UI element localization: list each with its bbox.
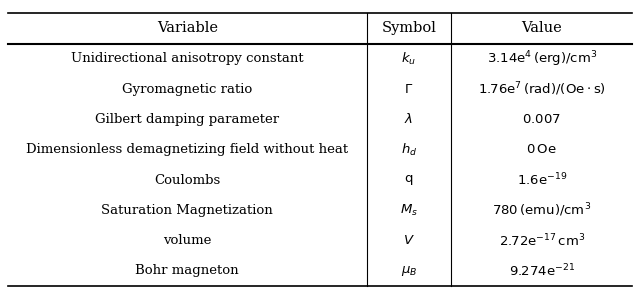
Text: $\mu_B$: $\mu_B$ (401, 264, 417, 278)
Text: $V$: $V$ (403, 234, 415, 247)
Text: Bohr magneton: Bohr magneton (136, 265, 239, 278)
Text: Dimensionless demagnetizing field without heat: Dimensionless demagnetizing field withou… (26, 143, 348, 156)
Text: $2.72\mathrm{e}^{-17}\,\mathrm{cm}^3$: $2.72\mathrm{e}^{-17}\,\mathrm{cm}^3$ (499, 232, 585, 249)
Text: volume: volume (163, 234, 211, 247)
Text: $k_u$: $k_u$ (401, 51, 417, 67)
Text: Saturation Magnetization: Saturation Magnetization (101, 204, 273, 217)
Text: Variable: Variable (157, 22, 218, 35)
Text: $h_d$: $h_d$ (401, 142, 417, 158)
Text: Gilbert damping parameter: Gilbert damping parameter (95, 113, 279, 126)
Text: $1.6\mathrm{e}^{-19}$: $1.6\mathrm{e}^{-19}$ (516, 172, 567, 188)
Text: $\lambda$: $\lambda$ (404, 112, 413, 126)
Text: Unidirectional anisotropy constant: Unidirectional anisotropy constant (71, 52, 303, 65)
Text: $9.274\mathrm{e}^{-21}$: $9.274\mathrm{e}^{-21}$ (509, 263, 575, 279)
Text: $780\,(\mathrm{emu})/\mathrm{cm}^3$: $780\,(\mathrm{emu})/\mathrm{cm}^3$ (492, 201, 591, 219)
Text: $0.007$: $0.007$ (522, 113, 561, 126)
Text: Symbol: Symbol (381, 22, 436, 35)
Text: $M_s$: $M_s$ (400, 203, 418, 218)
Text: $\Gamma$: $\Gamma$ (404, 83, 413, 96)
Text: Value: Value (522, 22, 562, 35)
Text: Gyromagnetic ratio: Gyromagnetic ratio (122, 83, 252, 96)
Text: $1.76\mathrm{e}^7\,(\mathrm{rad})/(\mathrm{Oe}\cdot\mathrm{s})$: $1.76\mathrm{e}^7\,(\mathrm{rad})/(\math… (477, 80, 605, 98)
Text: $0\,\mathrm{Oe}$: $0\,\mathrm{Oe}$ (527, 143, 557, 156)
Text: Coulombs: Coulombs (154, 173, 220, 186)
Text: $\mathrm{q}$: $\mathrm{q}$ (404, 173, 413, 187)
Text: $3.14\mathrm{e}^4\,(\mathrm{erg})/\mathrm{cm}^3$: $3.14\mathrm{e}^4\,(\mathrm{erg})/\mathr… (486, 49, 597, 68)
